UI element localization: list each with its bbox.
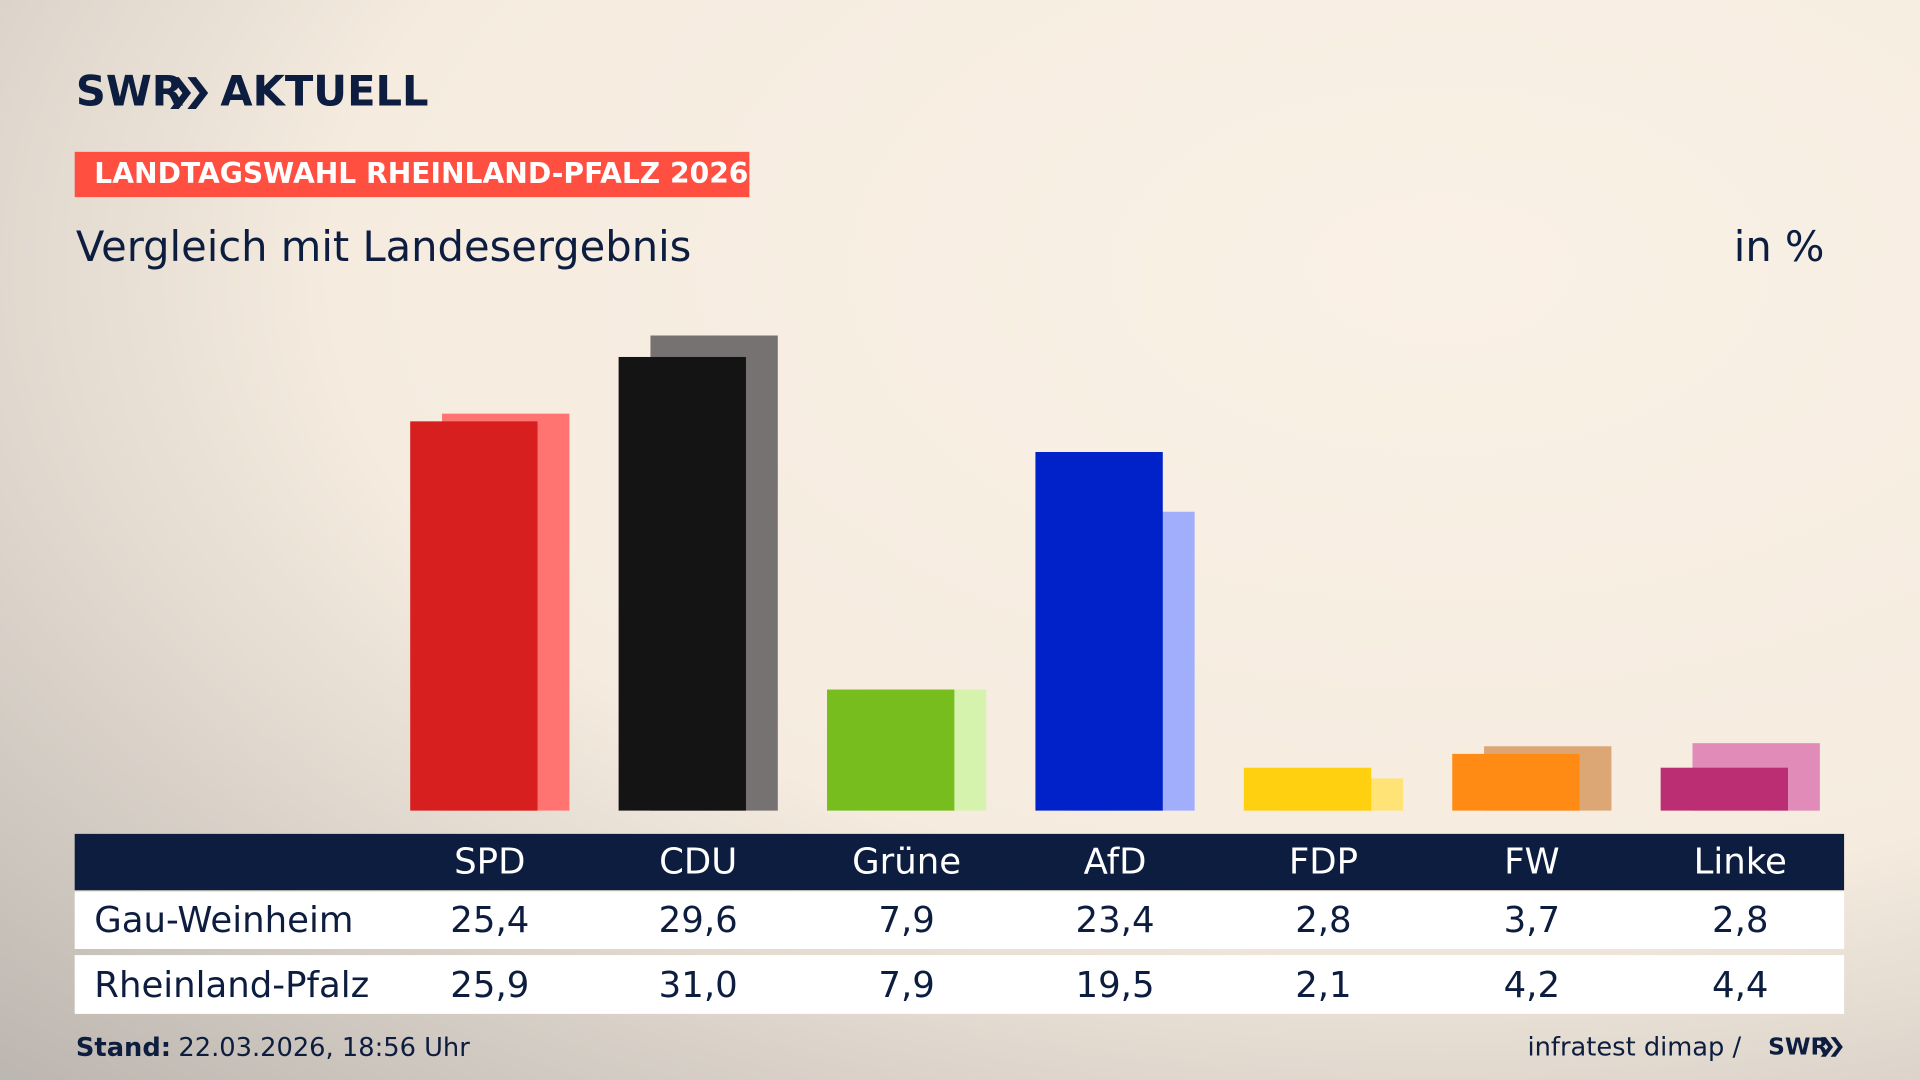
brand-sub: AKTUELL bbox=[220, 66, 428, 115]
category-label: FDP bbox=[1289, 841, 1358, 882]
category-label: FW bbox=[1504, 841, 1560, 882]
table-row bbox=[74, 891, 1845, 949]
category-label: CDU bbox=[659, 841, 737, 882]
value-label: 25,9 bbox=[450, 965, 529, 1006]
value-label: 4,2 bbox=[1504, 965, 1560, 1006]
chart-title: Vergleich mit Landesergebnis bbox=[76, 222, 691, 271]
table-header bbox=[74, 833, 1845, 891]
source-brand: SWR bbox=[1768, 1034, 1828, 1061]
value-label: 4,4 bbox=[1712, 965, 1768, 1006]
value-label: 2,8 bbox=[1295, 900, 1351, 941]
table-row bbox=[74, 955, 1845, 1014]
value-label: 29,6 bbox=[659, 900, 738, 941]
value-label: 19,5 bbox=[1075, 965, 1154, 1006]
brand: SWR bbox=[76, 66, 184, 115]
unit-label: in % bbox=[1734, 222, 1825, 271]
value-label: 3,7 bbox=[1504, 900, 1560, 941]
value-label: 23,4 bbox=[1075, 900, 1154, 941]
value-label: 7,9 bbox=[878, 965, 934, 1006]
badge: LANDTAGSWAHL RHEINLAND-PFALZ 2026 bbox=[94, 157, 748, 190]
value-label: 7,9 bbox=[878, 900, 934, 941]
category-label: AfD bbox=[1084, 841, 1147, 882]
bar bbox=[1243, 767, 1372, 811]
bar bbox=[618, 356, 746, 811]
category-label: Linke bbox=[1694, 841, 1787, 882]
stand-label: Stand: bbox=[76, 1033, 171, 1063]
row-label: Rheinland-Pfalz bbox=[94, 965, 369, 1006]
value-label: 2,8 bbox=[1712, 900, 1768, 941]
row-label: Gau-Weinheim bbox=[94, 900, 353, 941]
value-label: 2,1 bbox=[1295, 965, 1351, 1006]
footer-stand: Stand: 22.03.2026, 18:56 Uhr bbox=[76, 1033, 470, 1063]
bar bbox=[827, 689, 955, 811]
category-label: Grüne bbox=[852, 841, 961, 882]
bar bbox=[410, 421, 538, 811]
badge-bg bbox=[74, 151, 750, 198]
bar bbox=[1452, 753, 1580, 811]
brand-chevrons bbox=[170, 77, 209, 109]
value-label: 25,4 bbox=[450, 900, 529, 941]
stand-value: 22.03.2026, 18:56 Uhr bbox=[178, 1033, 470, 1063]
bar bbox=[1035, 451, 1163, 811]
category-label: SPD bbox=[454, 841, 525, 882]
source-chevrons bbox=[1820, 1037, 1843, 1057]
value-label: 31,0 bbox=[659, 965, 738, 1006]
bar bbox=[1660, 767, 1788, 811]
source: infratest dimap / bbox=[1527, 1033, 1741, 1063]
